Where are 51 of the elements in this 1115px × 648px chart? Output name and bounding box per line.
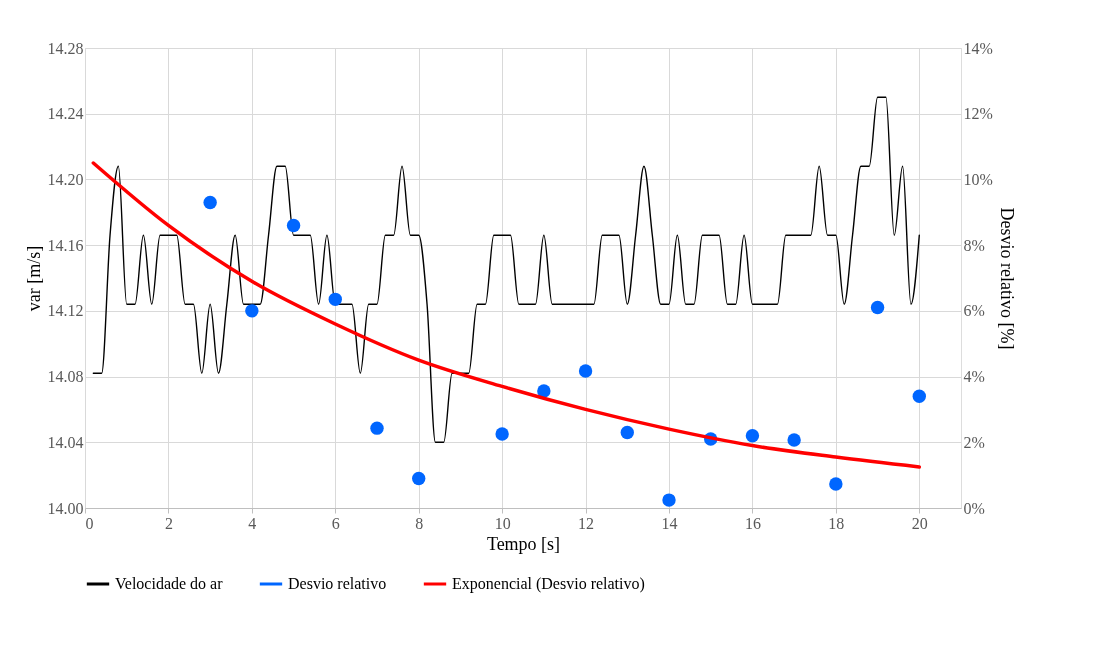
x-tick-label: 0 bbox=[85, 514, 94, 532]
line-series bbox=[92, 96, 920, 443]
point bbox=[537, 384, 551, 398]
y2-axis-title: Desvio relativo [%] bbox=[996, 207, 1017, 350]
legend-label: Velocidade do ar bbox=[115, 575, 224, 592]
y-tick-label: 14.28 bbox=[47, 39, 84, 57]
point bbox=[620, 425, 634, 440]
point bbox=[787, 433, 801, 447]
y-tick-label: 14.04 bbox=[47, 433, 84, 451]
x-tick-label: 6 bbox=[331, 514, 340, 532]
point bbox=[203, 195, 217, 210]
point bbox=[912, 389, 926, 403]
y2-tick-label: 6% bbox=[963, 302, 985, 320]
point bbox=[286, 218, 301, 233]
x-tick-label: 10 bbox=[494, 514, 511, 532]
point bbox=[245, 304, 259, 318]
y-tick-label: 14.24 bbox=[47, 105, 84, 123]
x-tick-label: 8 bbox=[415, 514, 424, 532]
y2-tick-label: 10% bbox=[963, 170, 993, 188]
point bbox=[662, 493, 676, 507]
y2-tick-label: 8% bbox=[963, 236, 985, 254]
point bbox=[370, 421, 384, 435]
point bbox=[328, 292, 342, 307]
y2-tick-label: 14% bbox=[963, 39, 993, 57]
y2-tick-label: 0% bbox=[963, 499, 985, 517]
y2-tick-label: 2% bbox=[963, 433, 985, 451]
point bbox=[870, 300, 885, 315]
x-tick-label: 12 bbox=[578, 514, 595, 532]
legend-label: Exponencial (Desvio relativo) bbox=[452, 575, 645, 593]
y2-tick-label: 4% bbox=[963, 368, 985, 386]
line-series bbox=[91, 161, 922, 469]
y-tick-label: 14.20 bbox=[47, 170, 84, 188]
y-tick-label: 14.00 bbox=[47, 499, 84, 517]
y-tick-label: 14.12 bbox=[47, 302, 84, 320]
point bbox=[495, 427, 509, 441]
legend-label: Desvio relativo bbox=[288, 575, 387, 592]
y-axis-title: var [m/s] bbox=[23, 245, 44, 312]
y2-tick-label: 12% bbox=[963, 105, 993, 123]
x-tick-label: 2 bbox=[164, 514, 173, 532]
x-tick-label: 16 bbox=[744, 514, 761, 532]
point bbox=[578, 364, 593, 378]
point bbox=[745, 429, 760, 443]
x-tick-label: 14 bbox=[661, 514, 678, 532]
y-tick-label: 14.16 bbox=[47, 236, 84, 254]
point bbox=[829, 477, 843, 491]
x-axis-title: Tempo [s] bbox=[486, 533, 561, 554]
x-tick-label: 4 bbox=[248, 514, 257, 532]
x-tick-label: 18 bbox=[828, 514, 845, 532]
x-tick-label: 20 bbox=[911, 514, 928, 532]
y-tick-label: 14.08 bbox=[47, 368, 84, 386]
point bbox=[412, 471, 426, 486]
